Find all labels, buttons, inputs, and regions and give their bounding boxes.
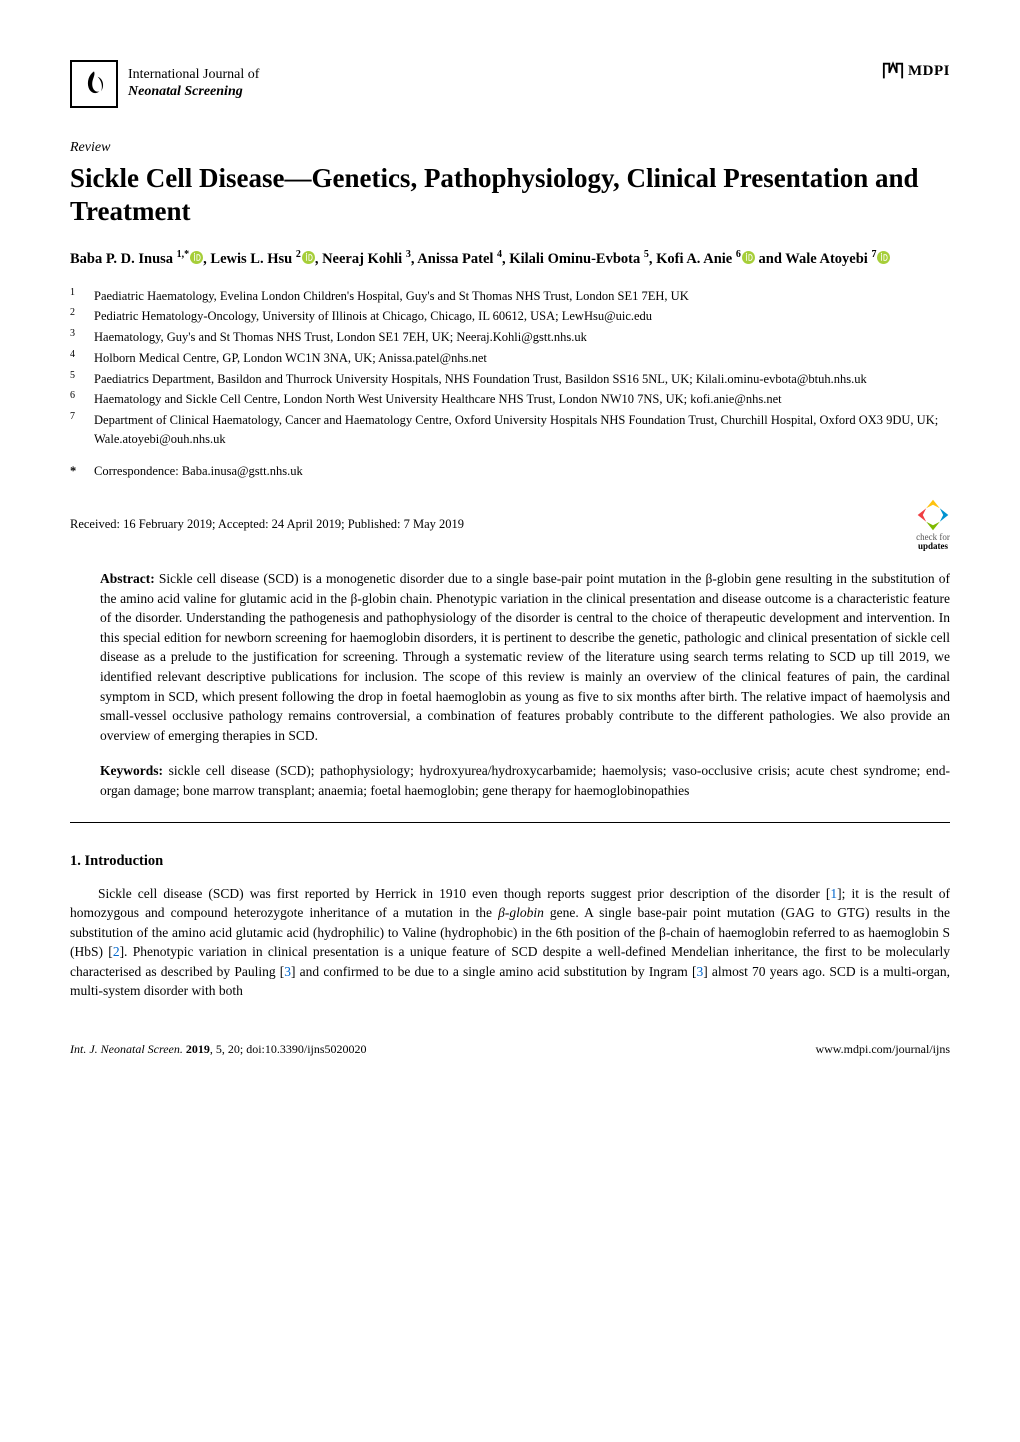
- orcid-icon: [302, 250, 315, 263]
- author-1: Baba P. D. Inusa: [70, 251, 177, 267]
- affiliation-row: 1Paediatric Haematology, Evelina London …: [70, 287, 950, 306]
- keywords-label: Keywords:: [100, 763, 163, 778]
- orcid-icon: [742, 250, 755, 263]
- abstract: Abstract: Sickle cell disease (SCD) is a…: [70, 569, 950, 745]
- correspondence: * Correspondence: Baba.inusa@gstt.nhs.uk: [70, 463, 950, 481]
- affiliation-row: 2Pediatric Hematology-Oncology, Universi…: [70, 307, 950, 326]
- check-for-updates-badge[interactable]: check for updates: [916, 498, 950, 551]
- footer-right: www.mdpi.com/journal/ijns: [815, 1041, 950, 1058]
- journal-block: International Journal of Neonatal Screen…: [70, 60, 259, 108]
- affiliations: 1Paediatric Haematology, Evelina London …: [70, 287, 950, 449]
- dates-row: Received: 16 February 2019; Accepted: 24…: [70, 498, 950, 551]
- citation-link[interactable]: 3: [284, 964, 291, 979]
- affiliation-row: 4Holborn Medical Centre, GP, London WC1N…: [70, 349, 950, 368]
- author-6: , Kofi A. Anie: [649, 251, 736, 267]
- separator-rule: [70, 822, 950, 823]
- journal-name-line2: Neonatal Screening: [128, 84, 259, 101]
- author-2: , Lewis L. Hsu: [203, 251, 296, 267]
- keywords: Keywords: sickle cell disease (SCD); pat…: [70, 761, 950, 800]
- journal-name-line1: International Journal of: [128, 67, 259, 84]
- journal-name: International Journal of Neonatal Screen…: [128, 67, 259, 101]
- author-4: , Anissa Patel: [411, 251, 497, 267]
- affiliation-row: 3Haematology, Guy's and St Thomas NHS Tr…: [70, 328, 950, 347]
- publication-dates: Received: 16 February 2019; Accepted: 24…: [70, 516, 464, 534]
- page-header: International Journal of Neonatal Screen…: [70, 60, 950, 108]
- section-heading: 1. Introduction: [70, 851, 950, 871]
- publisher-name: MDPI: [908, 61, 950, 82]
- abstract-text: Sickle cell disease (SCD) is a monogenet…: [100, 571, 950, 743]
- correspondence-star: *: [70, 463, 80, 481]
- author-5: , Kilali Ominu-Evbota: [502, 251, 644, 267]
- check-updates-line2: updates: [918, 542, 948, 551]
- article-type: Review: [70, 138, 950, 158]
- journal-logo-icon: [70, 60, 118, 108]
- affiliation-row: 7Department of Clinical Haematology, Can…: [70, 411, 950, 449]
- orcid-icon: [877, 250, 890, 263]
- footer-left: Int. J. Neonatal Screen. 2019, 5, 20; do…: [70, 1041, 367, 1058]
- affiliation-row: 6Haematology and Sickle Cell Centre, Lon…: [70, 390, 950, 409]
- mdpi-logo-icon: [882, 60, 904, 82]
- abstract-label: Abstract:: [100, 571, 155, 586]
- intro-paragraph: Sickle cell disease (SCD) was first repo…: [70, 884, 950, 1001]
- page-footer: Int. J. Neonatal Screen. 2019, 5, 20; do…: [70, 1041, 950, 1058]
- affiliation-row: 5Paediatrics Department, Basildon and Th…: [70, 370, 950, 389]
- authors-line: Baba P. D. Inusa 1,*, Lewis L. Hsu 2, Ne…: [70, 247, 950, 271]
- crossmark-icon: [916, 498, 950, 532]
- publisher-block: MDPI: [882, 60, 950, 82]
- article-title: Sickle Cell Disease—Genetics, Pathophysi…: [70, 162, 950, 230]
- mdpi-logo: MDPI: [882, 60, 950, 82]
- citation-link[interactable]: 2: [113, 944, 120, 959]
- author-7-and: and Wale Atoyebi: [755, 251, 872, 267]
- author-3: , Neeraj Kohli: [315, 251, 406, 267]
- orcid-icon: [190, 250, 203, 263]
- correspondence-text: Correspondence: Baba.inusa@gstt.nhs.uk: [94, 463, 303, 481]
- keywords-text: sickle cell disease (SCD); pathophysiolo…: [100, 763, 950, 798]
